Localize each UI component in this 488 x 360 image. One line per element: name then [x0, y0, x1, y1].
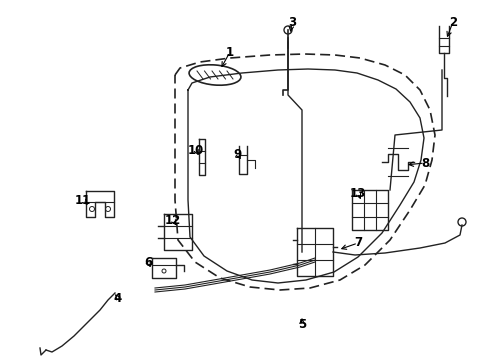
Text: 6: 6	[143, 256, 152, 269]
Text: 5: 5	[297, 318, 305, 330]
Text: 13: 13	[349, 186, 366, 199]
Text: 3: 3	[287, 15, 295, 28]
Text: 2: 2	[448, 15, 456, 28]
Text: 1: 1	[225, 45, 234, 59]
Text: 12: 12	[164, 213, 181, 226]
Text: 10: 10	[187, 144, 203, 157]
Text: 11: 11	[75, 194, 91, 207]
Text: 4: 4	[114, 292, 122, 305]
Text: 9: 9	[233, 148, 242, 161]
Text: 8: 8	[420, 157, 428, 170]
Text: 7: 7	[353, 237, 361, 249]
